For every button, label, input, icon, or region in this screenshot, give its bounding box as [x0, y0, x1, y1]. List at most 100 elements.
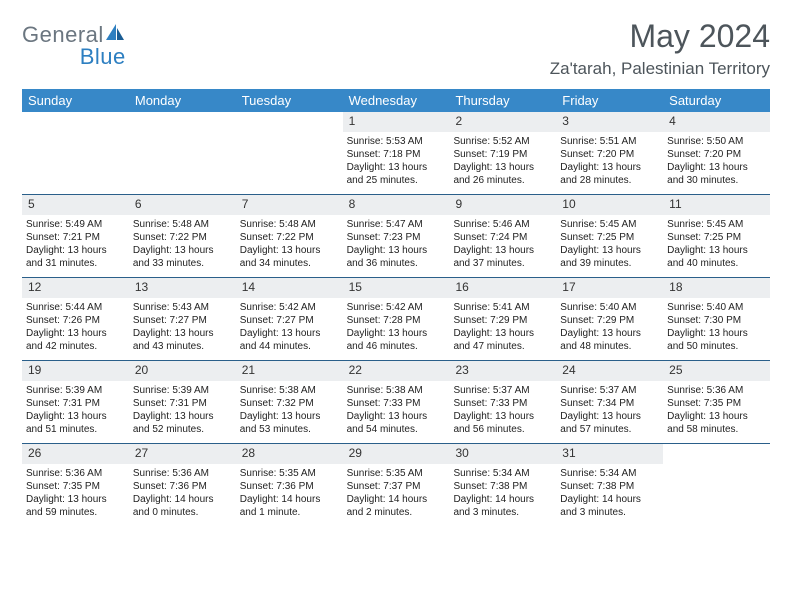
daylight-text: Daylight: 13 hours — [347, 410, 446, 423]
calendar-day-cell: 18Sunrise: 5:40 AMSunset: 7:30 PMDayligh… — [663, 278, 770, 360]
day-number: 9 — [449, 195, 556, 215]
sunset-text: Sunset: 7:28 PM — [347, 314, 446, 327]
daylight-text: and 36 minutes. — [347, 257, 446, 270]
day-number: 24 — [556, 361, 663, 381]
weekday-header: Saturday — [663, 89, 770, 112]
daylight-text: Daylight: 13 hours — [133, 327, 232, 340]
day-number: 30 — [449, 444, 556, 464]
calendar-day-cell — [236, 112, 343, 194]
weekday-header: Friday — [556, 89, 663, 112]
daylight-text: Daylight: 13 hours — [133, 410, 232, 423]
daylight-text: Daylight: 13 hours — [26, 410, 125, 423]
sunset-text: Sunset: 7:31 PM — [26, 397, 125, 410]
daylight-text: Daylight: 14 hours — [453, 493, 552, 506]
calendar-day-cell: 9 Sunrise: 5:46 AMSunset: 7:24 PMDaylight… — [449, 195, 556, 277]
daylight-text: Daylight: 13 hours — [667, 410, 766, 423]
calendar-day-cell: 8Sunrise: 5:47 AMSunset: 7:23 PMDaylight… — [343, 195, 450, 277]
logo-text-blue: Blue — [80, 44, 126, 69]
daylight-text: and 2 minutes. — [347, 506, 446, 519]
weekday-header: Wednesday — [343, 89, 450, 112]
sunrise-text: Sunrise: 5:47 AM — [347, 218, 446, 231]
sunset-text: Sunset: 7:24 PM — [453, 231, 552, 244]
sunrise-text: Sunrise: 5:35 AM — [347, 467, 446, 480]
calendar-day-cell: 5Sunrise: 5:49 AMSunset: 7:21 PMDaylight… — [22, 195, 129, 277]
sunrise-text: Sunrise: 5:38 AM — [347, 384, 446, 397]
daylight-text: and 52 minutes. — [133, 423, 232, 436]
calendar-day-cell: 1Sunrise: 5:53 AMSunset: 7:18 PMDaylight… — [343, 112, 450, 194]
sunset-text: Sunset: 7:37 PM — [347, 480, 446, 493]
day-number: 29 — [343, 444, 450, 464]
day-number: 2 — [449, 112, 556, 132]
daylight-text: and 28 minutes. — [560, 174, 659, 187]
day-number: 20 — [129, 361, 236, 381]
sunset-text: Sunset: 7:35 PM — [667, 397, 766, 410]
sunset-text: Sunset: 7:23 PM — [347, 231, 446, 244]
sunrise-text: Sunrise: 5:53 AM — [347, 135, 446, 148]
day-number: 14 — [236, 278, 343, 298]
day-number: 10 — [556, 195, 663, 215]
sunrise-text: Sunrise: 5:36 AM — [26, 467, 125, 480]
day-number: 28 — [236, 444, 343, 464]
calendar-day-cell: 3Sunrise: 5:51 AMSunset: 7:20 PMDaylight… — [556, 112, 663, 194]
sunset-text: Sunset: 7:29 PM — [560, 314, 659, 327]
daylight-text: and 46 minutes. — [347, 340, 446, 353]
calendar-day-cell — [129, 112, 236, 194]
day-number: 12 — [22, 278, 129, 298]
calendar-day-cell: 14Sunrise: 5:42 AMSunset: 7:27 PMDayligh… — [236, 278, 343, 360]
calendar-day-cell: 26Sunrise: 5:36 AMSunset: 7:35 PMDayligh… — [22, 444, 129, 526]
sunset-text: Sunset: 7:25 PM — [560, 231, 659, 244]
daylight-text: Daylight: 13 hours — [560, 244, 659, 257]
sunrise-text: Sunrise: 5:42 AM — [240, 301, 339, 314]
calendar-week: 26Sunrise: 5:36 AMSunset: 7:35 PMDayligh… — [22, 443, 770, 526]
calendar: Sunday Monday Tuesday Wednesday Thursday… — [22, 89, 770, 526]
month-title: May 2024 — [550, 18, 770, 55]
daylight-text: Daylight: 13 hours — [26, 493, 125, 506]
sunset-text: Sunset: 7:34 PM — [560, 397, 659, 410]
calendar-week: 19Sunrise: 5:39 AMSunset: 7:31 PMDayligh… — [22, 360, 770, 443]
calendar-day-cell: 19Sunrise: 5:39 AMSunset: 7:31 PMDayligh… — [22, 361, 129, 443]
sunset-text: Sunset: 7:25 PM — [667, 231, 766, 244]
sunrise-text: Sunrise: 5:45 AM — [667, 218, 766, 231]
daylight-text: and 0 minutes. — [133, 506, 232, 519]
daylight-text: and 33 minutes. — [133, 257, 232, 270]
sunset-text: Sunset: 7:38 PM — [560, 480, 659, 493]
calendar-day-cell: 22Sunrise: 5:38 AMSunset: 7:33 PMDayligh… — [343, 361, 450, 443]
sunrise-text: Sunrise: 5:39 AM — [133, 384, 232, 397]
daylight-text: Daylight: 13 hours — [453, 244, 552, 257]
header: GeneralBlue May 2024 Za'tarah, Palestini… — [22, 18, 770, 79]
daylight-text: and 37 minutes. — [453, 257, 552, 270]
sunset-text: Sunset: 7:33 PM — [453, 397, 552, 410]
daylight-text: and 47 minutes. — [453, 340, 552, 353]
sunrise-text: Sunrise: 5:37 AM — [453, 384, 552, 397]
sunset-text: Sunset: 7:35 PM — [26, 480, 125, 493]
sunset-text: Sunset: 7:22 PM — [133, 231, 232, 244]
logo: GeneralBlue — [22, 18, 126, 68]
calendar-day-cell: 7Sunrise: 5:48 AMSunset: 7:22 PMDaylight… — [236, 195, 343, 277]
daylight-text: Daylight: 13 hours — [240, 410, 339, 423]
daylight-text: and 54 minutes. — [347, 423, 446, 436]
day-number: 31 — [556, 444, 663, 464]
daylight-text: and 3 minutes. — [453, 506, 552, 519]
sunrise-text: Sunrise: 5:37 AM — [560, 384, 659, 397]
day-number: 3 — [556, 112, 663, 132]
sunrise-text: Sunrise: 5:46 AM — [453, 218, 552, 231]
sunrise-text: Sunrise: 5:43 AM — [133, 301, 232, 314]
calendar-day-cell: 10 Sunrise: 5:45 AMSunset: 7:25 PMDayligh… — [556, 195, 663, 277]
calendar-day-cell: 28Sunrise: 5:35 AMSunset: 7:36 PMDayligh… — [236, 444, 343, 526]
daylight-text: Daylight: 13 hours — [347, 161, 446, 174]
calendar-day-cell: 25Sunrise: 5:36 AMSunset: 7:35 PMDayligh… — [663, 361, 770, 443]
day-number: 18 — [663, 278, 770, 298]
sunrise-text: Sunrise: 5:45 AM — [560, 218, 659, 231]
calendar-day-cell: 31Sunrise: 5:34 AMSunset: 7:38 PMDayligh… — [556, 444, 663, 526]
title-block: May 2024 Za'tarah, Palestinian Territory — [550, 18, 770, 79]
calendar-day-cell: 27Sunrise: 5:36 AMSunset: 7:36 PMDayligh… — [129, 444, 236, 526]
daylight-text: Daylight: 13 hours — [26, 327, 125, 340]
day-number: 23 — [449, 361, 556, 381]
logo-sail-icon — [106, 24, 126, 46]
daylight-text: Daylight: 13 hours — [667, 244, 766, 257]
day-number: 13 — [129, 278, 236, 298]
calendar-day-cell: 21Sunrise: 5:38 AMSunset: 7:32 PMDayligh… — [236, 361, 343, 443]
daylight-text: Daylight: 14 hours — [133, 493, 232, 506]
sunrise-text: Sunrise: 5:40 AM — [560, 301, 659, 314]
calendar-day-cell: 15Sunrise: 5:42 AMSunset: 7:28 PMDayligh… — [343, 278, 450, 360]
